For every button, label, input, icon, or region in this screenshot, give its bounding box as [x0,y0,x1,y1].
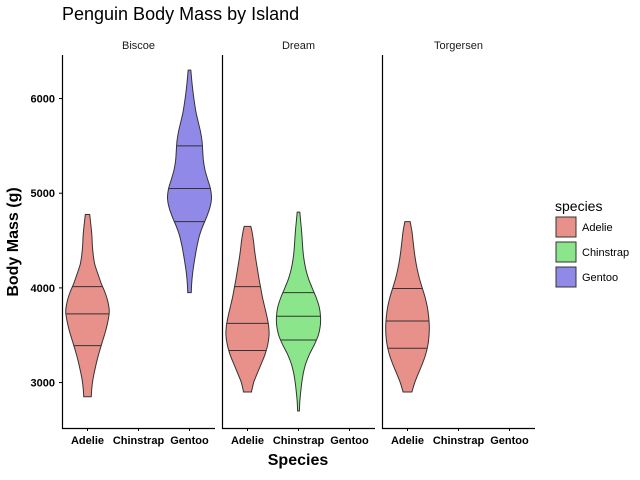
violin-biscoe-adelie [65,214,110,398]
legend-label-adelie: Adelie [582,222,613,234]
facet-label: Torgersen [434,40,483,52]
x-tick-label: Chinstrap [113,435,165,447]
facet-dream: Dream Adelie Chinstrap Gentoo [221,40,375,447]
x-tick-label: Chinstrap [273,435,325,447]
legend-swatch-adelie [555,216,577,238]
x-tick-label: Gentoo [490,435,529,447]
legend-swatch-chinstrap [555,241,577,263]
violin-dream-adelie [225,225,270,393]
legend-label-chinstrap: Chinstrap [582,247,629,259]
facet-label: Dream [282,40,315,52]
x-tick-label: Gentoo [170,435,209,447]
y-tick-label: 4000 [31,283,55,295]
legend-title: species [555,198,602,214]
y-tick-label: 6000 [31,94,55,106]
violin-dream-chinstrap [275,211,322,412]
legend-swatch-gentoo [555,266,577,288]
y-axis-title: Body Mass (g) [5,187,22,296]
facet-biscoe: Biscoe Adelie Chinstrap Gentoo 3000 4000 5000 6… [31,40,215,447]
x-tick-label: Chinstrap [433,435,485,447]
y-tick-label: 5000 [31,188,55,200]
y-tick-label: 3000 [31,378,55,390]
chart-title: Penguin Body Mass by Island [62,4,299,24]
x-tick-label: Gentoo [330,435,369,447]
facet-panels: Biscoe Adelie Chinstrap Gentoo 3000 4000 5000 6… [31,40,535,447]
legend: species Adelie Chinstrap Gentoo [555,198,629,288]
legend-label-gentoo: Gentoo [582,272,618,284]
violin-torgersen-adelie [385,221,430,393]
facet-label: Biscoe [122,40,155,52]
x-tick-label: Adelie [231,435,264,447]
x-axis-title: Species [268,452,329,469]
facet-torgersen: Torgersen Adelie Chinstrap Gentoo [381,40,535,447]
violin-biscoe-gentoo [166,69,213,294]
x-tick-label: Adelie [71,435,104,447]
x-tick-label: Adelie [391,435,424,447]
